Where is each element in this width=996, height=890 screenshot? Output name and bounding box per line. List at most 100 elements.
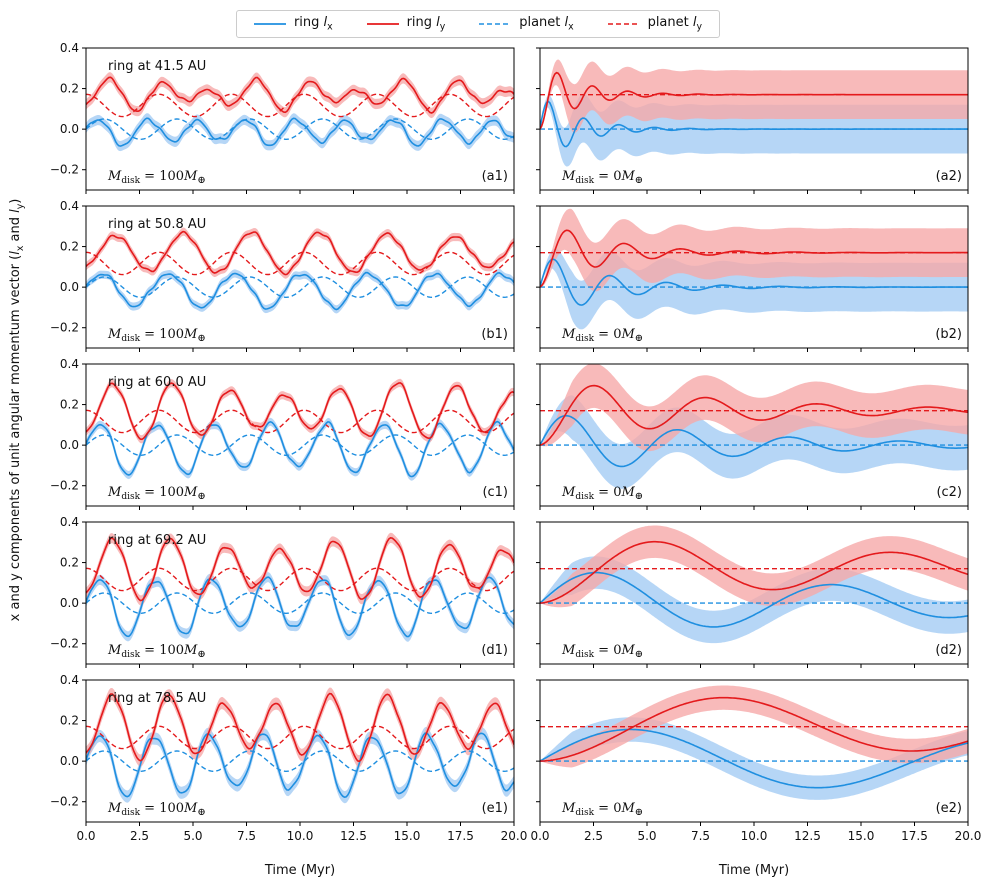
ring-ly-line-a1 <box>86 76 514 114</box>
y-tick-label: 0.4 <box>60 357 79 371</box>
panel-tag-d2: (d2) <box>935 643 962 658</box>
x-tick-label: 5.0 <box>183 829 202 843</box>
ring-ly-line-d2 <box>540 540 968 604</box>
y-tick-label: 0.4 <box>60 41 79 55</box>
ring-label-d1: ring at 69.2 AU <box>108 533 206 548</box>
ring-ly-line-c1 <box>86 382 514 441</box>
y-tick-label: −0.2 <box>50 795 79 809</box>
ring-lx-band-c2 <box>540 395 968 489</box>
y-tick-label: 0.4 <box>60 199 79 213</box>
ring-label-e1: ring at 78.5 AU <box>108 691 206 706</box>
ring-lx-line-b1 <box>86 271 514 311</box>
planet-lx-line-a1 <box>86 118 514 141</box>
disk-mass-label-c1: Mdisk = 100M⊕ <box>107 485 206 502</box>
planet-ly-line-c1 <box>86 409 514 434</box>
legend-dash-icon <box>607 23 640 25</box>
ring-ly-line-e2 <box>540 696 968 762</box>
x-tick-label: 2.5 <box>584 829 603 843</box>
legend-line-icon <box>253 23 286 25</box>
planet-ly-line-e1 <box>86 725 514 750</box>
panel-tag-a2: (a2) <box>936 169 962 184</box>
x-tick-label: 10.0 <box>287 829 314 843</box>
ring-ly-band-d2 <box>540 525 968 608</box>
planet-lx-line-d1 <box>86 592 514 615</box>
legend-label: ring lx <box>293 15 333 33</box>
x-tick-label: 20.0 <box>501 829 528 843</box>
planet-lx-line-b1 <box>86 276 514 299</box>
planet-ly-line-a1 <box>86 93 514 118</box>
ring-ly-line-c2 <box>540 384 968 446</box>
y-tick-label: 0.0 <box>60 754 79 768</box>
y-tick-label: 0.2 <box>60 556 79 570</box>
y-axis-label: x and y components of unit angular momen… <box>4 120 30 700</box>
x-tick-label: 5.0 <box>637 829 656 843</box>
planet-ly-line-b1 <box>86 251 514 276</box>
disk-mass-label-a1: Mdisk = 100M⊕ <box>107 169 206 186</box>
ring-lx-line-c2 <box>540 414 968 468</box>
panel-tag-e1: (e1) <box>482 801 508 816</box>
x-tick-label: 15.0 <box>848 829 875 843</box>
x-tick-label: 7.5 <box>691 829 710 843</box>
x-tick-label: 12.5 <box>794 829 821 843</box>
ring-ly-line-b2 <box>540 229 968 288</box>
y-tick-label: −0.2 <box>50 479 79 493</box>
panel-tag-d1: (d1) <box>481 643 508 658</box>
x-axis-label-left: Time (Myr) <box>264 863 335 878</box>
x-tick-label: 17.5 <box>447 829 474 843</box>
y-tick-label: 0.4 <box>60 515 79 529</box>
ring-lx-line-e2 <box>540 728 968 789</box>
ring-label-c1: ring at 60.0 AU <box>108 375 206 390</box>
ring-lx-line-a2 <box>540 100 968 148</box>
ring-ly-band-b1 <box>86 227 514 279</box>
ring-ly-line-a2 <box>540 71 968 130</box>
legend-item-planet-ly: planet ly <box>607 15 703 33</box>
y-tick-label: −0.2 <box>50 637 79 651</box>
y-axis-label-text: x and y components of unit angular momen… <box>8 198 26 622</box>
planet-ly-line-d1 <box>86 567 514 592</box>
ring-ly-band-a2 <box>540 59 968 133</box>
legend-item-ring-ly: ring ly <box>366 15 445 33</box>
x-tick-label: 7.5 <box>237 829 256 843</box>
legend-item-ring-lx: ring lx <box>253 15 333 33</box>
x-tick-label: 20.0 <box>955 829 982 843</box>
ring-lx-line-d2 <box>540 571 968 628</box>
ring-ly-band-e2 <box>540 685 968 768</box>
ring-lx-line-c1 <box>86 420 514 478</box>
x-tick-label: 0.0 <box>530 829 549 843</box>
x-tick-label: 2.5 <box>130 829 149 843</box>
ring-lx-band-e2 <box>540 717 968 800</box>
ring-ly-line-e1 <box>86 692 514 763</box>
x-tick-label: 12.5 <box>340 829 367 843</box>
ring-ly-line-b1 <box>86 230 514 276</box>
panel-tag-c2: (c2) <box>936 485 962 500</box>
legend-line-icon <box>366 23 399 25</box>
y-tick-label: 0.2 <box>60 240 79 254</box>
legend-item-planet-lx: planet lx <box>479 15 574 33</box>
disk-mass-label-b2: Mdisk = 0M⊕ <box>561 327 643 344</box>
ring-lx-line-d1 <box>86 576 514 638</box>
legend-label: planet ly <box>647 15 703 33</box>
ring-ly-band-d1 <box>86 532 514 606</box>
panel-tag-b1: (b1) <box>481 327 508 342</box>
panel-tag-c1: (c1) <box>482 485 508 500</box>
disk-mass-label-d1: Mdisk = 100M⊕ <box>107 643 206 660</box>
x-tick-label: 15.0 <box>394 829 421 843</box>
y-tick-label: 0.2 <box>60 398 79 412</box>
disk-mass-label-c2: Mdisk = 0M⊕ <box>561 485 643 502</box>
y-tick-label: 0.4 <box>60 673 79 687</box>
y-tick-label: 0.0 <box>60 280 79 294</box>
x-tick-label: 0.0 <box>76 829 95 843</box>
y-tick-label: 0.2 <box>60 714 79 728</box>
legend: ring lx ring ly planet lx planet ly <box>236 10 720 38</box>
disk-mass-label-d2: Mdisk = 0M⊕ <box>561 643 643 660</box>
y-tick-label: 0.2 <box>60 82 79 96</box>
y-tick-label: 0.0 <box>60 122 79 136</box>
legend-label: planet lx <box>519 15 574 33</box>
disk-mass-label-e2: Mdisk = 0M⊕ <box>561 801 643 818</box>
ring-ly-line-d1 <box>86 536 514 602</box>
ring-lx-line-b2 <box>540 258 968 306</box>
x-tick-label: 17.5 <box>901 829 928 843</box>
ring-lx-line-a1 <box>86 117 514 147</box>
ring-lx-band-e1 <box>86 727 514 804</box>
